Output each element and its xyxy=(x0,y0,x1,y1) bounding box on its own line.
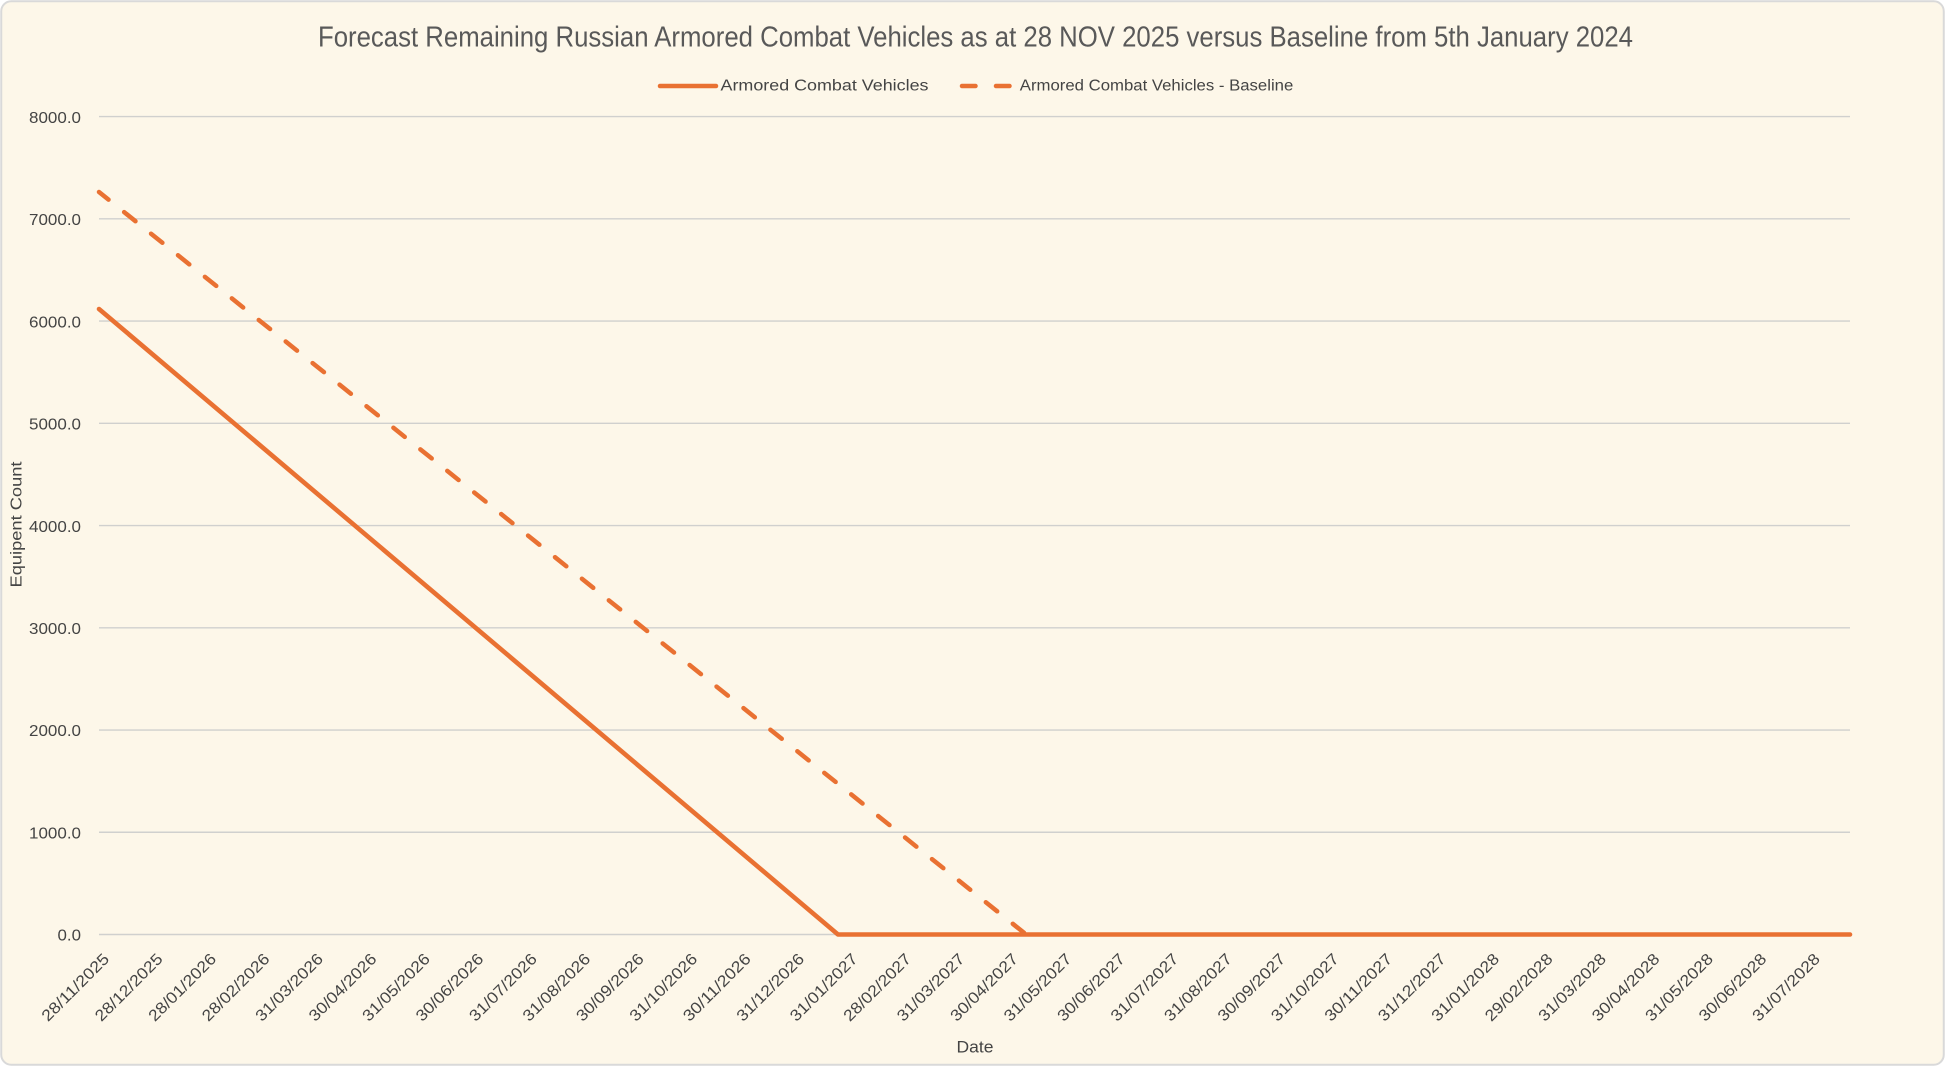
svg-text:3000.0: 3000.0 xyxy=(29,621,81,638)
svg-text:7000.0: 7000.0 xyxy=(29,212,81,229)
svg-text:0.0: 0.0 xyxy=(58,928,82,945)
svg-text:Date: Date xyxy=(957,1037,994,1056)
svg-text:8000.0: 8000.0 xyxy=(29,110,81,127)
svg-text:2000.0: 2000.0 xyxy=(29,723,81,740)
svg-text:5000.0: 5000.0 xyxy=(29,417,81,434)
svg-text:Armored Combat Vehicles: Armored Combat Vehicles xyxy=(721,78,929,95)
svg-text:6000.0: 6000.0 xyxy=(29,314,81,331)
svg-text:4000.0: 4000.0 xyxy=(29,519,81,536)
svg-text:1000.0: 1000.0 xyxy=(29,825,81,842)
svg-text:Equipent Count: Equipent Count xyxy=(9,461,26,588)
svg-text:Armored Combat Vehicles - Base: Armored Combat Vehicles - Baseline xyxy=(1020,78,1294,95)
svg-text:Forecast Remaining Russian Arm: Forecast Remaining Russian Armored Comba… xyxy=(318,22,1633,54)
